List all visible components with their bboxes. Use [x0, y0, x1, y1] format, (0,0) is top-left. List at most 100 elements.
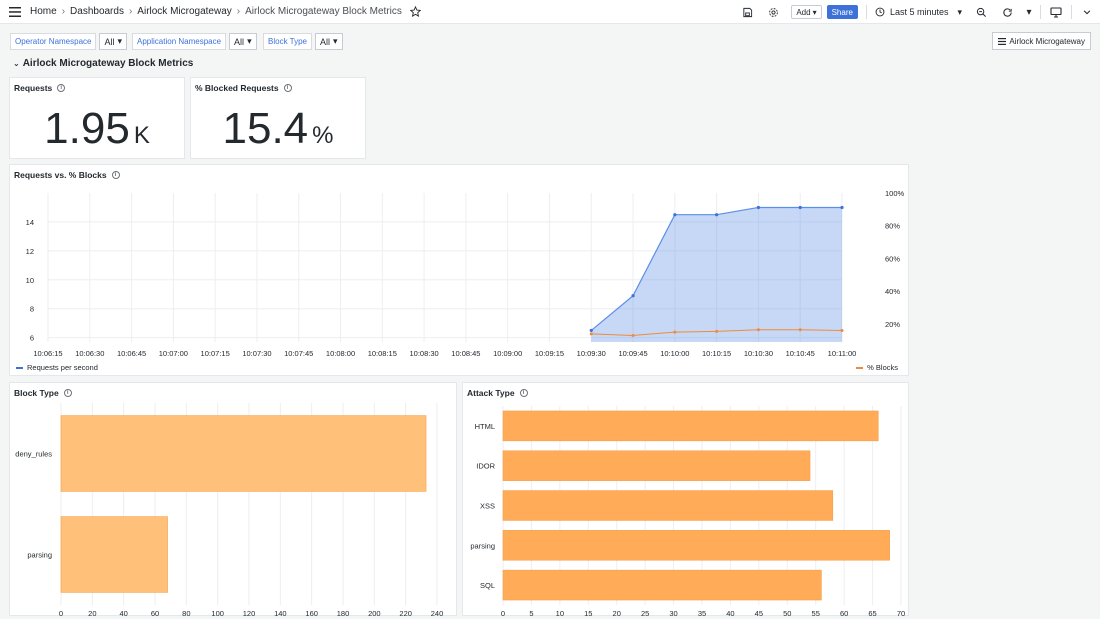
chevron-down-icon: ⌄	[13, 59, 20, 68]
y-left-tick-label: 8	[30, 305, 34, 314]
block-type-panel: Block Type i 0 20 40 60 80 100 120 140 160 180 200 2…	[9, 382, 457, 617]
chevron-down-icon: ▾	[247, 36, 252, 46]
bar-xss	[502, 490, 834, 521]
info-icon[interactable]: i	[283, 84, 292, 92]
chevron-right-icon: ›	[61, 6, 66, 17]
x-tick-label: 100	[211, 609, 224, 617]
timeseries-panel: Requests vs. % Blocks i 10:06:15 10:06:30 1…	[9, 164, 909, 376]
x-tick-label: 240	[431, 609, 444, 617]
bar-deny-rules	[60, 415, 427, 492]
x-tick-label: 10:08:15	[368, 349, 397, 358]
x-tick-label: 45	[755, 609, 763, 617]
category-label: parsing	[27, 551, 52, 560]
info-icon[interactable]: i	[57, 84, 66, 92]
x-tick-label: 220	[399, 609, 412, 617]
data-point-requests	[631, 294, 635, 298]
panel-title: Requests i	[14, 83, 66, 93]
chevron-down-icon: ▾	[957, 6, 962, 17]
clock-icon	[875, 7, 885, 17]
x-tick-label: 60	[840, 609, 848, 617]
share-button[interactable]: Share	[826, 5, 858, 19]
breadcrumb-folder[interactable]: Airlock Microgateway	[137, 6, 232, 17]
tv-mode-icon[interactable]	[1043, 0, 1069, 24]
x-tick-label: 10:10:00	[660, 349, 689, 358]
x-tick-label: 10:07:00	[159, 349, 188, 358]
info-icon[interactable]: i	[519, 389, 528, 397]
refresh-interval-chevron-icon[interactable]: ▾	[1026, 6, 1032, 18]
divider	[865, 5, 867, 19]
legend-swatch	[856, 366, 864, 369]
variable-label: Operator Namespace	[10, 33, 97, 50]
info-icon[interactable]: i	[111, 171, 120, 179]
stat-number: 1.95	[44, 104, 130, 153]
chevron-down-icon: ▾	[812, 7, 817, 17]
legend-item-blocks[interactable]: % Blocks	[856, 363, 898, 372]
dashboard-link-label: Airlock Microgateway	[1009, 36, 1085, 46]
x-tick-label: 0	[59, 609, 63, 617]
x-tick-label: 40	[726, 609, 734, 617]
divider	[1071, 5, 1072, 19]
block-type-select[interactable]: All ▾	[314, 33, 343, 50]
panel-title-text: Requests vs. % Blocks	[14, 170, 107, 180]
divider	[1040, 5, 1041, 19]
variable-label: Block Type	[263, 33, 312, 50]
menu-icon[interactable]	[0, 0, 30, 24]
chevron-right-icon: ›	[128, 6, 133, 17]
x-tick-label: 70	[897, 609, 905, 617]
x-tick-label: 10:08:00	[326, 349, 355, 358]
chevron-right-icon: ›	[236, 6, 241, 17]
legend-item-requests[interactable]: Requests per second	[16, 363, 98, 372]
add-button[interactable]: Add ▾	[791, 5, 822, 19]
timeseries-chart[interactable]: 10:06:15 10:06:30 10:06:45 10:07:00 10:07:15…	[10, 165, 910, 377]
breadcrumb-home[interactable]: Home	[30, 6, 57, 17]
x-tick-label: 35	[698, 609, 706, 617]
x-tick-label: 160	[305, 609, 318, 617]
x-tick-label: 10:07:15	[201, 349, 230, 358]
data-point-requests	[715, 213, 719, 217]
dashboard-link-button[interactable]: Airlock Microgateway	[992, 32, 1091, 50]
time-range-picker[interactable]: Last 5 minutes ▾	[869, 7, 968, 18]
star-icon[interactable]	[409, 6, 421, 17]
collapse-chevron-icon[interactable]	[1074, 0, 1100, 24]
operator-namespace-select[interactable]: All ▾	[99, 33, 128, 50]
y-left-tick-label: 12	[26, 247, 34, 256]
save-icon[interactable]	[734, 0, 760, 24]
x-tick-label: 10:06:15	[33, 349, 62, 358]
data-point-blocks	[798, 328, 802, 332]
x-tick-label: 10:08:45	[451, 349, 480, 358]
x-tick-label: 200	[368, 609, 381, 617]
data-point-blocks	[673, 330, 677, 334]
x-tick-label: 10:06:30	[75, 349, 104, 358]
x-tick-label: 10:09:15	[535, 349, 564, 358]
x-tick-label: 10:10:30	[744, 349, 773, 358]
gear-icon[interactable]	[760, 0, 786, 24]
stat-panel-blocked: % Blocked Requests i 15.4%	[190, 77, 366, 159]
data-point-requests	[673, 213, 677, 217]
x-tick-label: 15	[584, 609, 592, 617]
time-range-label: Last 5 minutes	[889, 7, 949, 17]
category-label: deny_rules	[15, 450, 52, 459]
stat-number: 15.4	[222, 104, 309, 153]
x-tick-label: 50	[783, 609, 791, 617]
data-point-requests	[840, 205, 844, 210]
toolbar: Add ▾ Share Last 5 minutes ▾ ▾	[734, 0, 1100, 24]
zoom-out-icon[interactable]	[968, 0, 994, 24]
data-point-requests	[756, 205, 761, 210]
breadcrumb-dashboards[interactable]: Dashboards	[70, 6, 124, 17]
info-icon[interactable]: i	[63, 389, 72, 397]
x-tick-label: 10:10:45	[786, 349, 815, 358]
x-tick-label: 0	[501, 609, 505, 617]
data-point-blocks	[631, 333, 635, 337]
x-tick-label: 10:08:30	[410, 349, 439, 358]
legend-label: Requests per second	[27, 363, 98, 372]
panel-title-text: % Blocked Requests	[195, 83, 279, 93]
x-tick-label: 10	[556, 609, 564, 617]
chevron-down-icon: ▾	[333, 36, 338, 46]
refresh-icon[interactable]	[994, 0, 1020, 24]
panel-title-text: Block Type	[14, 388, 59, 398]
category-label: HTML	[475, 422, 495, 431]
row-header[interactable]: ⌄ Airlock Microgateway Block Metrics	[13, 58, 193, 69]
category-label: XSS	[480, 502, 495, 511]
application-namespace-select[interactable]: All ▾	[229, 33, 257, 50]
x-tick-label: 20	[613, 609, 621, 617]
